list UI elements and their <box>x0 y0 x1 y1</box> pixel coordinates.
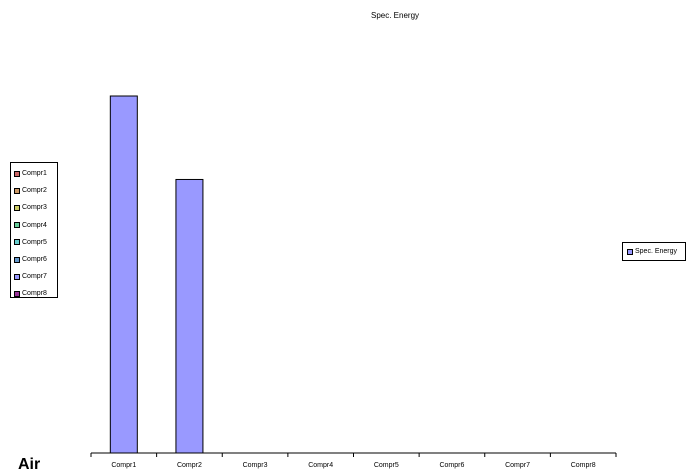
legend-label: Compr3 <box>22 204 47 212</box>
series-legend-label: Spec. Energy <box>635 248 678 255</box>
x-tick-label: Compr7 <box>505 462 530 469</box>
x-tick-label: Compr2 <box>177 462 202 469</box>
chart-title: Spec. Energy <box>370 11 420 20</box>
x-tick-label: Compr5 <box>374 462 399 469</box>
legend-item-compr4: Compr4 <box>14 217 57 234</box>
legend-swatch <box>14 170 20 177</box>
category-legend: Compr1 Compr2 Compr3 Compr4 Compr5 Compr… <box>10 162 58 298</box>
legend-swatch <box>14 204 20 211</box>
legend-item-compr8: Compr8 <box>14 285 57 302</box>
x-tick-label: Compr1 <box>111 462 136 469</box>
series-legend: Spec. Energy <box>622 242 686 261</box>
legend-swatch <box>14 222 20 229</box>
legend-label: Compr5 <box>22 238 47 246</box>
series-legend-swatch <box>627 248 633 255</box>
legend-label: Compr7 <box>22 273 47 281</box>
legend-item-compr6: Compr6 <box>14 251 57 268</box>
legend-item-compr1: Compr1 <box>14 165 57 182</box>
legend-label: Compr4 <box>22 221 47 229</box>
legend-item-compr5: Compr5 <box>14 234 57 251</box>
corner-label: Air <box>18 456 41 473</box>
legend-swatch <box>14 273 20 280</box>
legend-item-compr2: Compr2 <box>14 182 57 199</box>
legend-swatch <box>14 256 20 263</box>
bar-compr1 <box>109 95 138 454</box>
bar-compr2 <box>175 178 204 454</box>
legend-swatch <box>14 239 20 246</box>
legend-item-compr7: Compr7 <box>14 268 57 285</box>
legend-swatch <box>14 187 20 194</box>
legend-label: Compr2 <box>22 187 47 195</box>
x-tick-label: Compr8 <box>571 462 596 469</box>
legend-swatch <box>14 290 20 297</box>
x-tick-label: Compr6 <box>439 462 464 469</box>
legend-label: Compr8 <box>22 290 47 298</box>
legend-label: Compr6 <box>22 256 47 264</box>
legend-label: Compr1 <box>22 170 47 178</box>
legend-item-compr3: Compr3 <box>14 199 57 216</box>
x-tick-label: Compr4 <box>308 462 333 469</box>
x-tick-label: Compr3 <box>243 462 268 469</box>
